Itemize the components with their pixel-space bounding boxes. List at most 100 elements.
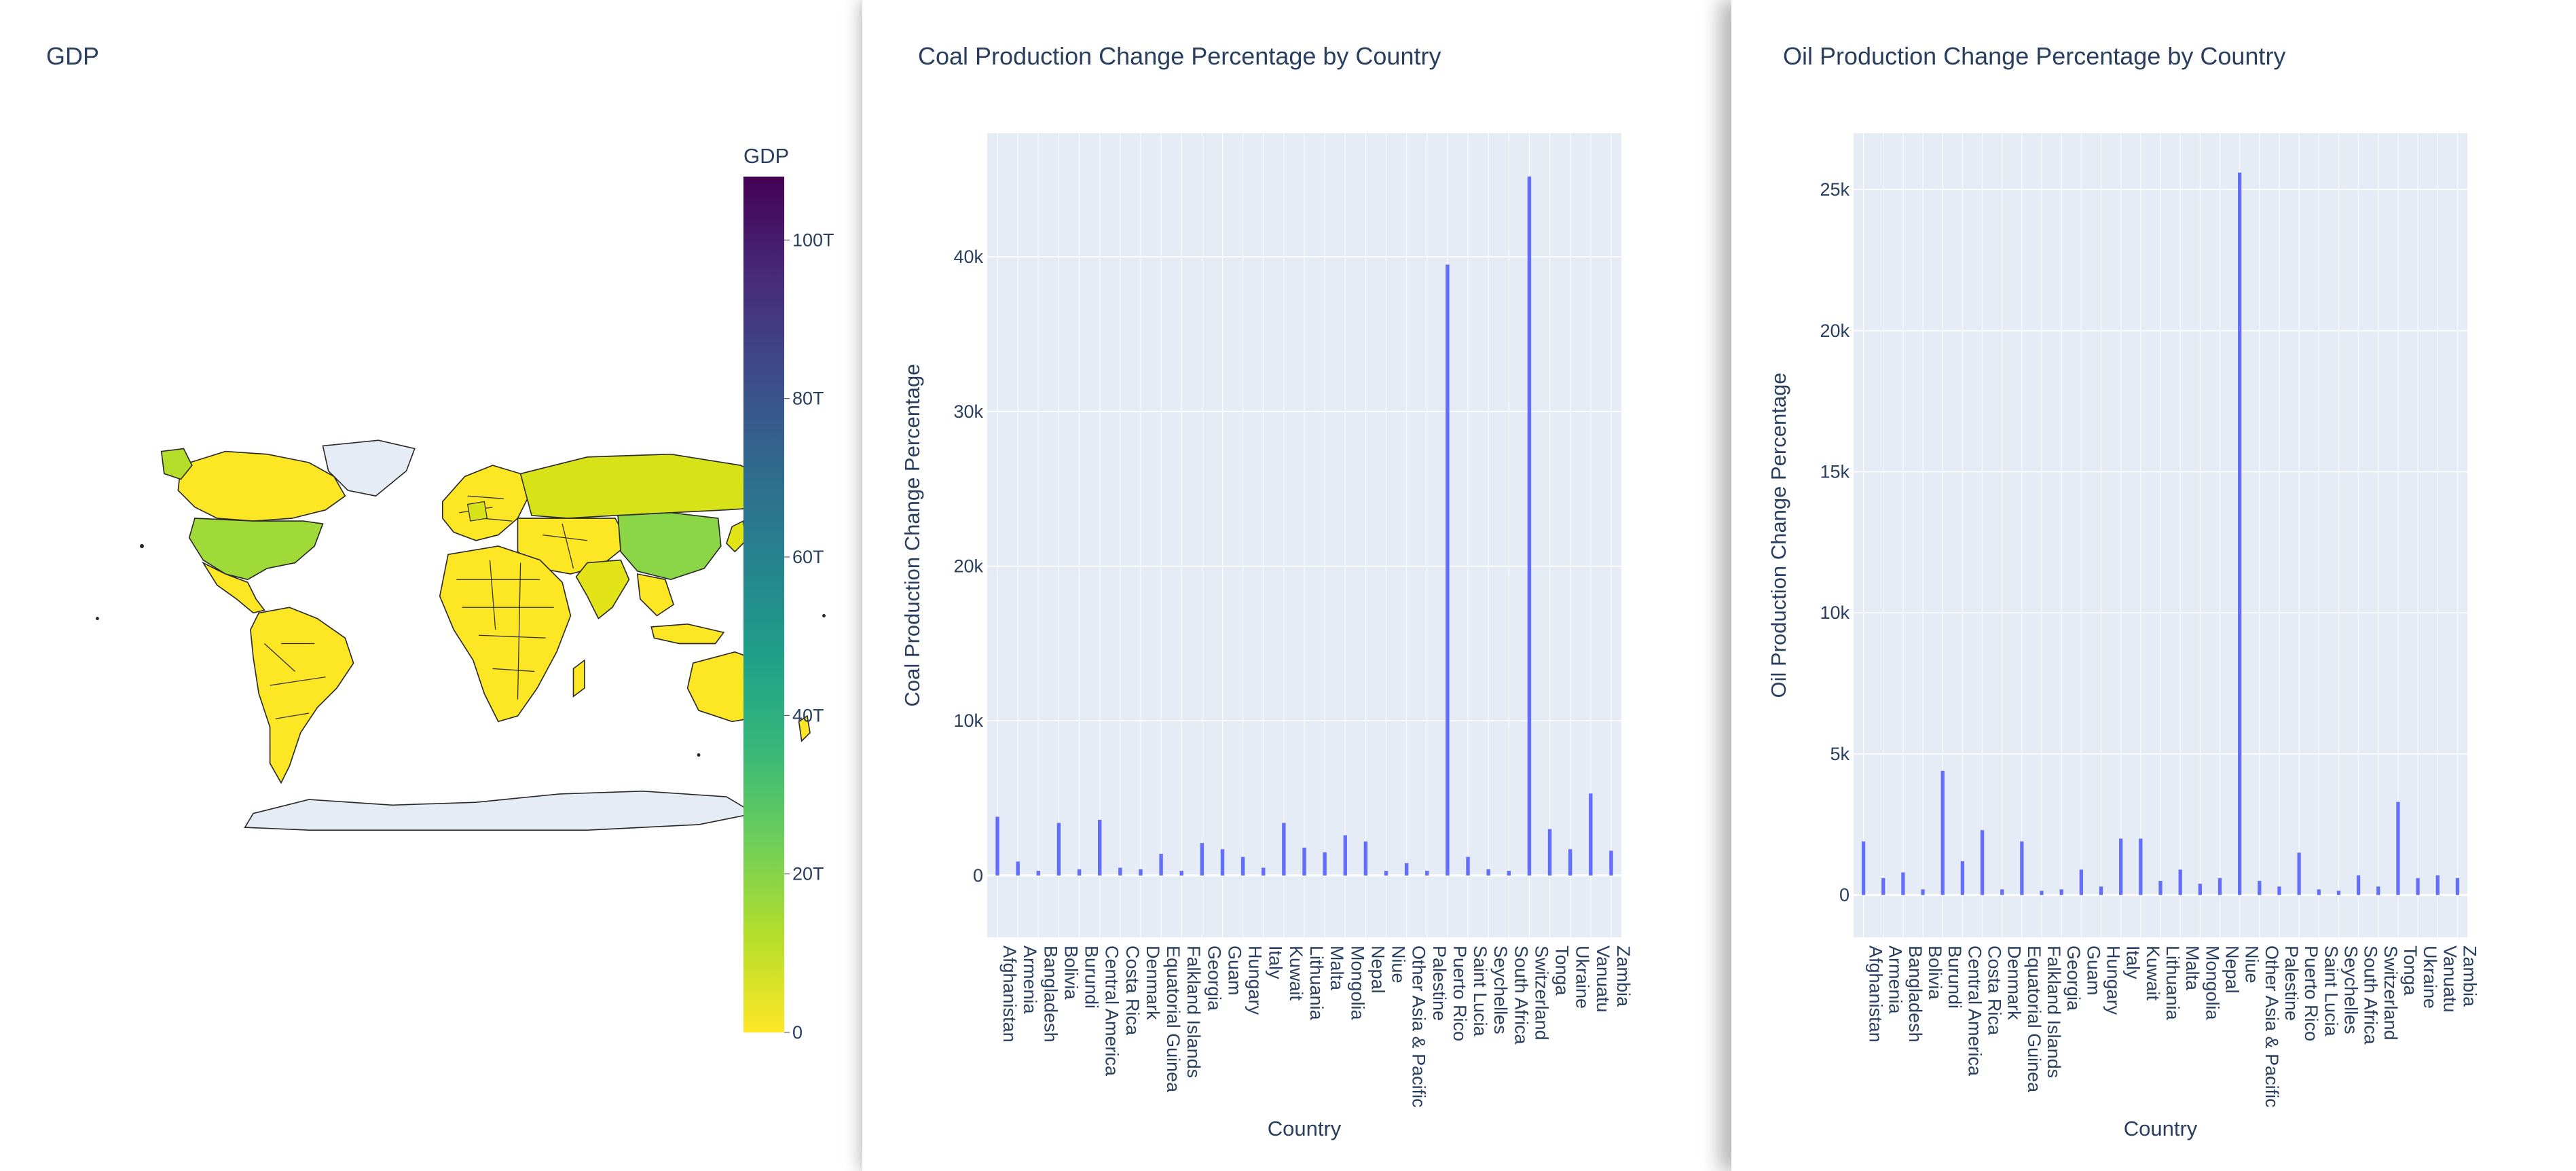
bar-georgia[interactable] [2059, 889, 2063, 895]
bar-puerto-rico[interactable] [1446, 264, 1450, 876]
bar-falkland-islands[interactable] [1179, 871, 1183, 876]
country-madagascar[interactable] [572, 659, 585, 698]
bar-nepal[interactable] [2218, 878, 2222, 895]
bar-equatorial-guinea[interactable] [1159, 854, 1163, 876]
y-tick-label: 10k [953, 710, 983, 731]
bar-falkland-islands[interactable] [2040, 890, 2044, 895]
bar-guam[interactable] [2079, 869, 2083, 895]
country-south-america[interactable] [250, 607, 354, 785]
bar-seychelles[interactable] [2336, 890, 2341, 895]
country-germany[interactable] [466, 501, 488, 522]
world-map[interactable]: GDP 0 20T 40T 60T 80T 100T [0, 0, 862, 1171]
country-russia[interactable] [519, 453, 784, 519]
bar-zambia[interactable] [1609, 850, 1613, 876]
country-canada[interactable] [177, 450, 346, 522]
bar-armenia[interactable] [1016, 861, 1020, 876]
bar-palestine[interactable] [2277, 886, 2281, 895]
bar-burundi[interactable] [1940, 770, 1945, 895]
bar-kuwait[interactable] [2139, 838, 2143, 895]
y-tick-label: 40k [953, 247, 983, 267]
bar-italy[interactable] [1262, 867, 1266, 876]
bar-central-america[interactable] [1097, 819, 1102, 876]
bar-burundi[interactable] [1077, 869, 1082, 876]
bar-switzerland[interactable] [2376, 886, 2380, 895]
bar-vanuatu[interactable] [2435, 875, 2440, 895]
bar-bangladesh[interactable] [1036, 871, 1041, 876]
bar-equatorial-guinea[interactable] [2020, 841, 2024, 895]
bar-south-africa[interactable] [2356, 875, 2361, 895]
bar-zambia[interactable] [2455, 878, 2460, 895]
bar-costa-rica[interactable] [1118, 867, 1122, 876]
country-indonesia[interactable] [650, 623, 725, 645]
bar-mongolia[interactable] [1343, 835, 1347, 876]
bar-south-africa[interactable] [1507, 871, 1511, 876]
bar-other-asia-pacific[interactable] [2258, 880, 2262, 895]
bar-bolivia[interactable] [1056, 823, 1061, 876]
x-tick-label: Nepal [1367, 945, 1388, 994]
x-tick-label: Saint Lucia [1470, 945, 1490, 1037]
bar-denmark[interactable] [2000, 889, 2004, 895]
bar-mongolia[interactable] [2198, 884, 2202, 895]
bar-bolivia[interactable] [1921, 889, 1925, 895]
country-southeast-asia[interactable] [636, 573, 675, 617]
bar-tonga[interactable] [1547, 829, 1552, 876]
country-europe[interactable] [441, 465, 530, 541]
bar-puerto-rico[interactable] [2297, 852, 2301, 895]
bar-palestine[interactable] [1425, 871, 1429, 876]
country-india[interactable] [575, 559, 630, 619]
bar-ukraine[interactable] [2416, 878, 2420, 895]
bar-hungary[interactable] [1240, 857, 1245, 876]
bar-tonga[interactable] [2396, 801, 2400, 895]
bar-vanuatu[interactable] [1589, 793, 1593, 876]
bar-denmark[interactable] [1139, 869, 1143, 876]
country-antarctica[interactable] [244, 790, 756, 831]
country-greenland[interactable] [322, 439, 416, 497]
bar-seychelles[interactable] [1486, 869, 1490, 876]
bar-central-america[interactable] [1960, 861, 1965, 895]
gdp-map-panel: GDP [0, 0, 862, 1171]
bar-georgia[interactable] [1200, 843, 1204, 876]
bar-lithuania[interactable] [2158, 880, 2163, 895]
country-japan[interactable] [726, 520, 747, 553]
bar-hungary[interactable] [2099, 886, 2103, 895]
bar-afghanistan[interactable] [1861, 841, 1866, 895]
bar-ukraine[interactable] [1568, 849, 1572, 876]
bar-malta[interactable] [1323, 852, 1327, 876]
colorbar-tick-label: 60T [792, 547, 824, 567]
y-tick-label: 0 [973, 865, 983, 886]
country-africa[interactable] [439, 545, 572, 723]
bar-afghanistan[interactable] [995, 816, 999, 876]
country-mexico[interactable] [201, 561, 265, 614]
bar-saint-lucia[interactable] [1466, 857, 1470, 876]
bar-lithuania[interactable] [1302, 847, 1306, 876]
bar-nepal[interactable] [1363, 841, 1368, 876]
bar-saint-lucia[interactable] [2317, 889, 2321, 895]
country-new-zealand[interactable] [798, 715, 811, 742]
country-usa[interactable] [188, 518, 324, 581]
bar-malta[interactable] [2178, 869, 2182, 895]
bar-other-asia-pacific[interactable] [1404, 863, 1409, 876]
bar-costa-rica[interactable] [1980, 830, 1985, 895]
x-tick-label: Burundi [1082, 945, 1102, 1009]
coal-bar-chart[interactable]: 0 10k 20k 30k 40k Afghanistan Armenia Banglades… [862, 0, 1731, 1171]
bar-niue[interactable] [1384, 871, 1388, 876]
bar-armenia[interactable] [1881, 878, 1885, 895]
bar-kuwait[interactable] [1282, 823, 1286, 876]
bar-niue[interactable] [2238, 173, 2242, 895]
country-alaska[interactable] [160, 448, 193, 480]
country-china[interactable] [617, 511, 722, 581]
x-tick-label: Nepal [2222, 945, 2242, 994]
x-tick-label: Central America [1964, 945, 1985, 1077]
colorbar[interactable] [743, 177, 784, 1032]
bar-italy[interactable] [2119, 838, 2123, 895]
colorbar-tick-label: 20T [792, 864, 824, 884]
x-tick-label: Palestine [2281, 945, 2302, 1021]
bar-switzerland[interactable] [1527, 176, 1532, 876]
bar-bangladesh[interactable] [1901, 872, 1905, 895]
bar-guam[interactable] [1220, 849, 1225, 876]
x-tick-label: Guam [2083, 945, 2103, 996]
x-tick-label: Puerto Rico [2301, 945, 2321, 1041]
x-tick-label: Denmark [2004, 945, 2025, 1020]
oil-bar-chart[interactable]: 0 5k 10k 15k 20k 25k Afghanistan Armenia Banglad… [1731, 0, 2576, 1171]
colorbar-tick-label: 80T [792, 389, 824, 409]
